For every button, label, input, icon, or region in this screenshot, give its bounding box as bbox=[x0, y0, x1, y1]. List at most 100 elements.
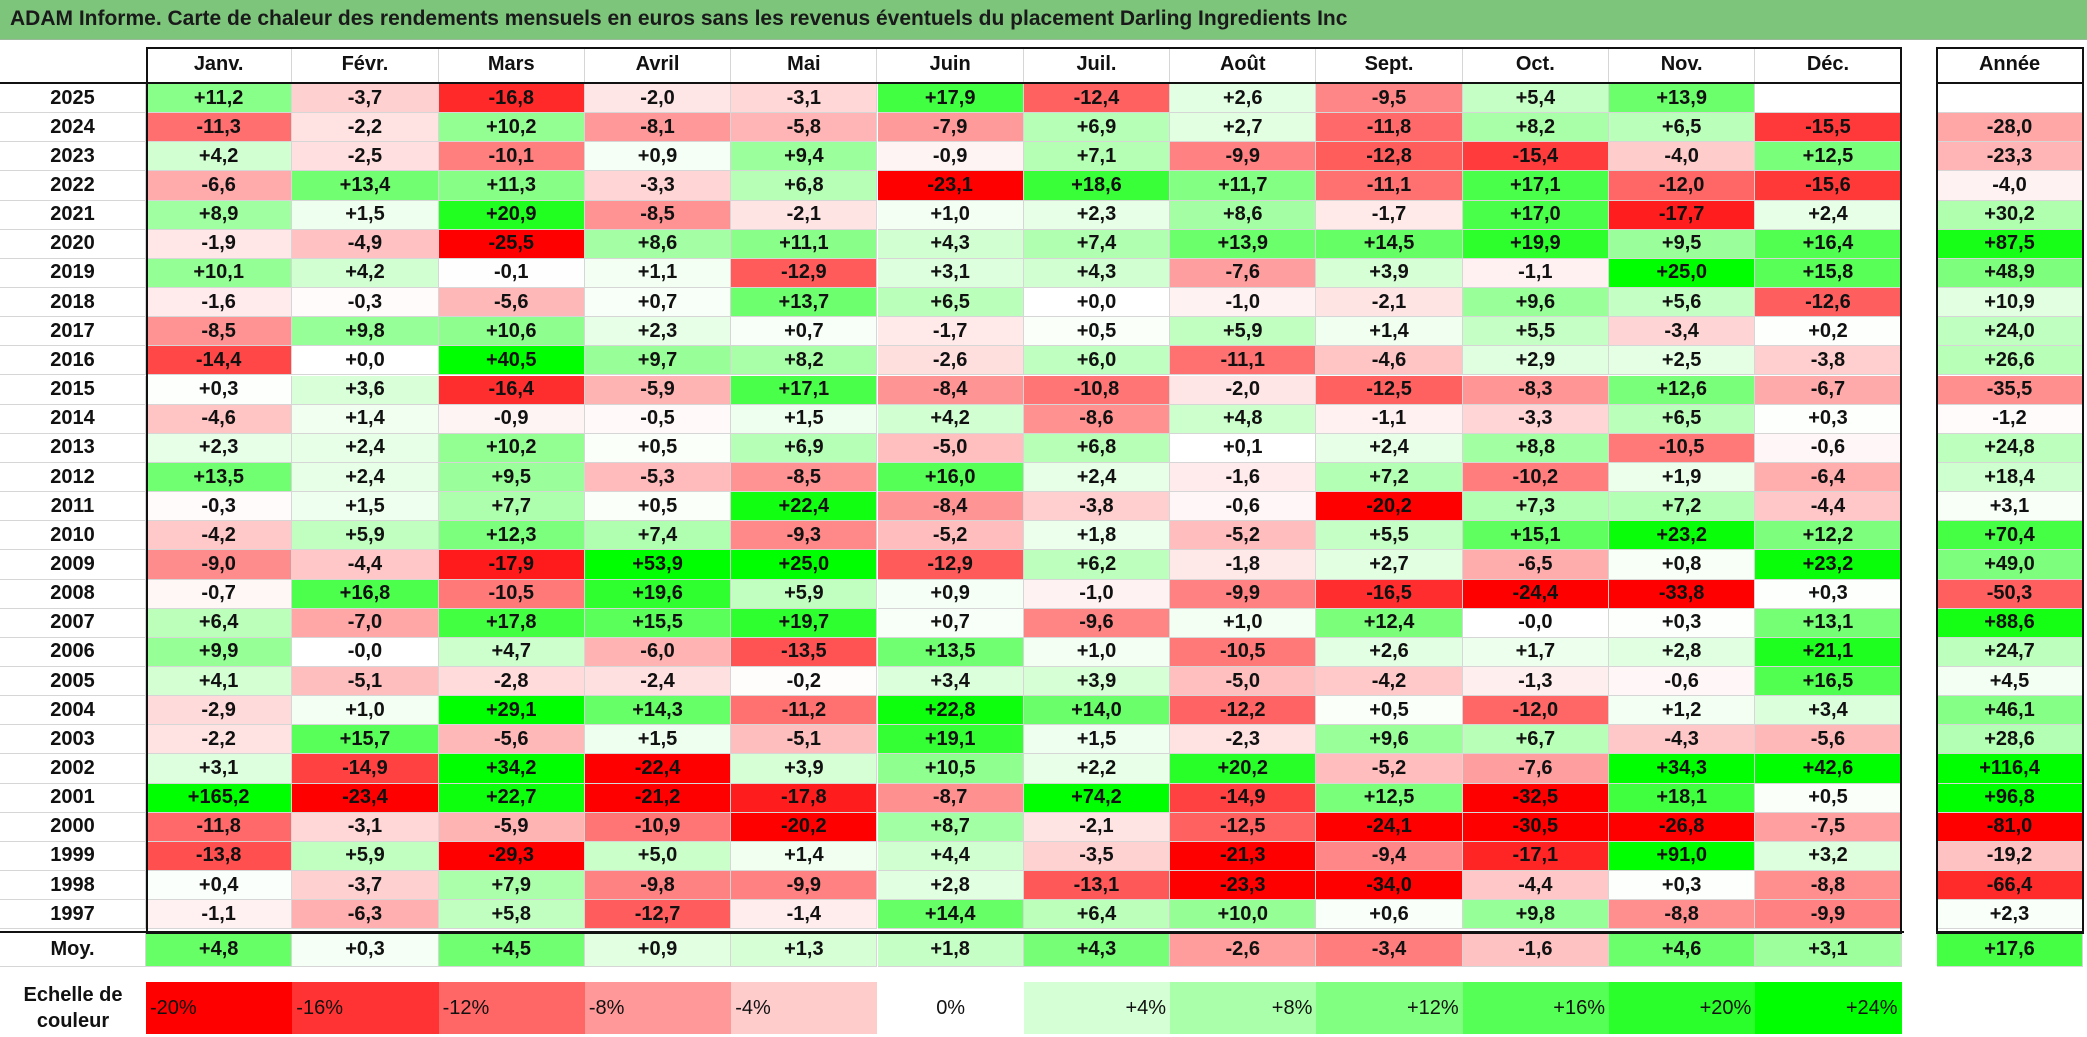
heatmap-cell: +7,7 bbox=[438, 492, 585, 522]
heatmap-cell: -6,4 bbox=[1755, 462, 1902, 493]
heatmap-cell: -10,5 bbox=[438, 579, 585, 609]
annual-cell: +30,2 bbox=[1937, 200, 2083, 230]
heatmap-cell: -3,3 bbox=[584, 171, 732, 201]
heatmap-cell: -12,0 bbox=[1462, 696, 1609, 726]
heatmap-cell: -5,1 bbox=[731, 725, 878, 755]
annual-cell: -35,5 bbox=[1937, 375, 2083, 405]
heatmap-cell: +10,6 bbox=[438, 317, 585, 347]
heatmap-cell: -5,6 bbox=[438, 725, 585, 755]
heatmap-cell: -7,6 bbox=[1462, 754, 1609, 784]
heatmap-cell: -7,5 bbox=[1755, 812, 1902, 842]
heatmap-cell: +6,8 bbox=[1023, 433, 1171, 463]
heatmap-cell: +5,5 bbox=[1462, 317, 1609, 347]
annual-cell: -66,4 bbox=[1937, 871, 2083, 901]
heatmap-cell: +13,9 bbox=[1170, 229, 1317, 259]
heatmap-cell: +7,4 bbox=[584, 521, 732, 551]
heatmap-cell: +16,8 bbox=[292, 579, 439, 609]
year-label: 2010 bbox=[0, 521, 146, 551]
heatmap-cell: -11,1 bbox=[1316, 171, 1463, 201]
heatmap-cell: -4,2 bbox=[1316, 667, 1463, 697]
heatmap-cell: +0,4 bbox=[146, 871, 293, 901]
heatmap-cell: -4,6 bbox=[146, 404, 293, 434]
heatmap-cell: -0,6 bbox=[1609, 667, 1756, 697]
heatmap-cell: -4,9 bbox=[292, 229, 439, 259]
heatmap-cell: +12,4 bbox=[1316, 608, 1463, 638]
month-header: Sept. bbox=[1316, 47, 1463, 83]
heatmap-cell: -6,6 bbox=[146, 171, 293, 201]
heatmap-cell: +5,8 bbox=[438, 900, 585, 930]
heatmap-cell: -34,0 bbox=[1316, 871, 1463, 901]
heatmap-cell: -10,9 bbox=[584, 812, 732, 842]
color-scale-step: +16% bbox=[1462, 982, 1609, 1034]
heatmap-cell: +3,1 bbox=[877, 258, 1024, 289]
heatmap-cell: +1,1 bbox=[584, 258, 732, 289]
heatmap-cell: +0,3 bbox=[1609, 608, 1756, 638]
year-label: 2013 bbox=[0, 433, 146, 463]
heatmap-cell: +10,5 bbox=[877, 754, 1024, 784]
heatmap-cell: -32,5 bbox=[1462, 783, 1609, 813]
heatmap-cell: +5,9 bbox=[292, 841, 439, 872]
heatmap-cell: +2,3 bbox=[1023, 200, 1171, 230]
heatmap-cell: -2,0 bbox=[584, 84, 732, 114]
average-cell: -3,4 bbox=[1316, 933, 1463, 967]
heatmap-cell: -21,3 bbox=[1170, 841, 1317, 872]
annual-cell: -28,0 bbox=[1937, 113, 2083, 143]
annual-cell: +88,6 bbox=[1937, 608, 2083, 638]
annual-cell: +10,9 bbox=[1937, 288, 2083, 318]
heatmap-cell: +2,6 bbox=[1170, 84, 1317, 114]
heatmap-cell: +3,1 bbox=[146, 754, 293, 784]
heatmap-cell: +6,9 bbox=[1023, 113, 1171, 143]
heatmap-cell: +0,5 bbox=[584, 492, 732, 522]
heatmap-cell: +2,4 bbox=[292, 462, 439, 493]
heatmap-cell: +11,1 bbox=[731, 229, 878, 259]
annual-cell: +24,0 bbox=[1937, 317, 2083, 347]
heatmap-cell: -2,1 bbox=[731, 200, 878, 230]
heatmap-cell: +8,2 bbox=[731, 346, 878, 376]
heatmap-cell: -4,6 bbox=[1316, 346, 1463, 376]
heatmap-cell: +6,4 bbox=[146, 608, 293, 638]
heatmap-cell: -15,6 bbox=[1755, 171, 1902, 201]
average-cell: +4,5 bbox=[438, 933, 585, 967]
heatmap-cell: -33,8 bbox=[1609, 579, 1756, 609]
heatmap-cell: -2,1 bbox=[1023, 812, 1171, 842]
heatmap-cell: -7,6 bbox=[1170, 258, 1317, 289]
year-label: 2005 bbox=[0, 667, 146, 697]
heatmap-cell: -15,5 bbox=[1755, 113, 1902, 143]
heatmap-cell: -1,1 bbox=[1462, 258, 1609, 289]
heatmap-cell: +19,1 bbox=[877, 725, 1024, 755]
heatmap-cell: -10,5 bbox=[1609, 433, 1756, 463]
heatmap-cell: -0,6 bbox=[1170, 492, 1317, 522]
heatmap-cell: -4,0 bbox=[1609, 142, 1756, 172]
heatmap-cell: +0,7 bbox=[584, 288, 732, 318]
heatmap-cell: +8,9 bbox=[146, 200, 293, 230]
heatmap-cell: +0,7 bbox=[731, 317, 878, 347]
heatmap-cell: +8,8 bbox=[1462, 433, 1609, 463]
year-label: 2012 bbox=[0, 462, 146, 493]
heatmap-cell: -9,9 bbox=[1170, 579, 1317, 609]
heatmap-cell: +9,4 bbox=[731, 142, 878, 172]
heatmap-cell: -2,5 bbox=[292, 142, 439, 172]
year-label: 2003 bbox=[0, 725, 146, 755]
heatmap-cell: +6,7 bbox=[1462, 725, 1609, 755]
heatmap-cell: -11,2 bbox=[731, 696, 878, 726]
heatmap-cell: -23,4 bbox=[292, 783, 439, 813]
heatmap-cell: +22,4 bbox=[731, 492, 878, 522]
heatmap-cell: -17,8 bbox=[731, 783, 878, 813]
annual-cell: -4,0 bbox=[1937, 171, 2083, 201]
heatmap-cell: +11,2 bbox=[146, 84, 293, 114]
heatmap-cell: +9,8 bbox=[1462, 900, 1609, 930]
heatmap-cell: +9,6 bbox=[1316, 725, 1463, 755]
heatmap-cell: +13,9 bbox=[1609, 84, 1756, 114]
heatmap-cell: +10,2 bbox=[438, 433, 585, 463]
heatmap-cell: -5,9 bbox=[584, 375, 732, 405]
heatmap-cell: -4,4 bbox=[292, 550, 439, 580]
heatmap-cell: +4,8 bbox=[1170, 404, 1317, 434]
heatmap-cell: +1,4 bbox=[731, 841, 878, 872]
heatmap-cell: -9,9 bbox=[1170, 142, 1317, 172]
month-header: Mai bbox=[731, 47, 878, 83]
heatmap-cell: -5,0 bbox=[877, 433, 1024, 463]
average-cell: -2,6 bbox=[1170, 933, 1317, 967]
color-scale-step: +20% bbox=[1609, 982, 1756, 1034]
heatmap-cell: +6,4 bbox=[1023, 900, 1171, 930]
year-label: 2002 bbox=[0, 754, 146, 784]
